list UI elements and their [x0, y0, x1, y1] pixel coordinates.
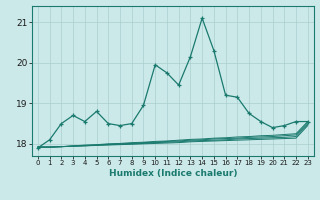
X-axis label: Humidex (Indice chaleur): Humidex (Indice chaleur) — [108, 169, 237, 178]
